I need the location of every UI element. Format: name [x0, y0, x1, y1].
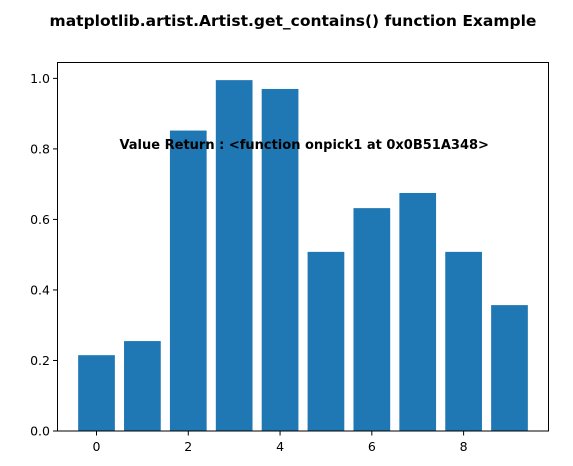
y-tick-label: 0.2 — [30, 353, 50, 368]
chart-title: matplotlib.artist.Artist.get_contains() … — [50, 12, 537, 30]
bars-group — [78, 80, 528, 432]
y-tick-label: 1.0 — [30, 71, 50, 86]
bar-1 — [124, 341, 161, 431]
axes-frame — [57, 62, 549, 432]
x-tick-label: 4 — [276, 439, 284, 454]
y-tick-label: 0.8 — [30, 141, 50, 156]
bar-7 — [399, 192, 437, 431]
annotation-text: Value Return : <function onpick1 at 0x0B… — [119, 138, 488, 153]
x-axis: 0 2 4 6 8 — [93, 431, 468, 454]
y-tick-label: 0.4 — [30, 282, 50, 297]
y-tick-label: 0.6 — [30, 212, 50, 227]
bar-5 — [307, 251, 345, 431]
x-tick-label: 8 — [460, 439, 468, 454]
bar-6 — [353, 208, 391, 431]
bar-2 — [169, 130, 207, 431]
bar-9 — [491, 305, 528, 431]
x-tick-label: 0 — [93, 439, 101, 454]
bar-8 — [445, 251, 482, 431]
y-axis: 0.0 0.2 0.4 0.6 0.8 1.0 — [30, 71, 58, 439]
y-tick-label: 0.0 — [30, 424, 50, 439]
bar-3 — [215, 80, 253, 431]
bar-4 — [261, 88, 299, 432]
bar-0 — [78, 355, 115, 431]
x-tick-label: 2 — [184, 439, 192, 454]
x-tick-label: 6 — [368, 439, 376, 454]
